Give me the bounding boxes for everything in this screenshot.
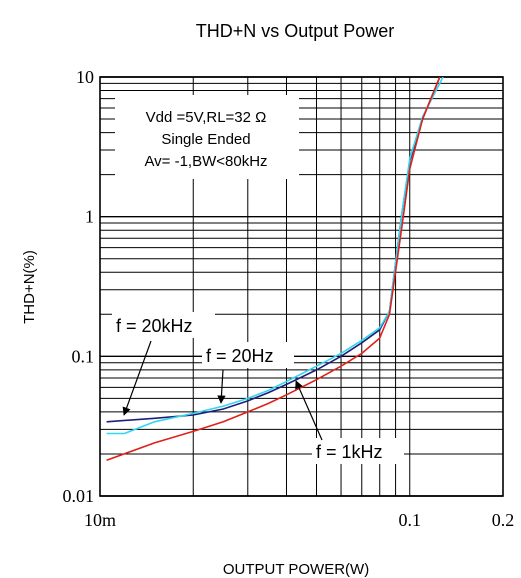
arrow-20hz (217, 369, 226, 404)
plot-frame (99, 76, 504, 497)
annotation-1khz: f = 1kHz (316, 442, 383, 462)
series-line (106, 77, 441, 462)
arrow-20khz (122, 340, 152, 416)
x-axis-label: OUTPUT POWER(W) (223, 561, 369, 578)
tick-labels: 10m 0.1 0.2 10 1 0.1 0.01 (63, 67, 515, 530)
x-tick-label: 0.2 (492, 510, 515, 530)
chart-title: THD+N vs Output Power (196, 21, 395, 41)
y-tick-label: 1 (85, 207, 94, 227)
x-tick-label: 0.1 (399, 510, 422, 530)
y-axis-label: THD+N(%) (21, 250, 38, 324)
annotation-bg-1khz (312, 438, 404, 464)
series-line (106, 77, 444, 435)
y-tick-label: 0.01 (63, 486, 95, 506)
x-tick-label: 10m (84, 510, 116, 530)
y-tick-label: 10 (76, 67, 94, 87)
arrow-1khz (295, 380, 323, 441)
annotation-bg-20khz (112, 312, 215, 338)
annotation-20hz: f = 20Hz (206, 346, 274, 366)
condition-line-1: Vdd =5V,RL=32 Ω (146, 109, 267, 126)
grid (99, 76, 504, 497)
condition-line-3: Av= -1,BW<80kHz (144, 153, 267, 170)
series-layer (106, 77, 444, 462)
annotation-bg-20hz (202, 342, 294, 368)
condition-line-2: Single Ended (161, 131, 250, 148)
conditions-box (115, 95, 299, 179)
y-tick-label: 0.1 (72, 346, 95, 366)
annotation-20khz: f = 20kHz (116, 316, 193, 336)
